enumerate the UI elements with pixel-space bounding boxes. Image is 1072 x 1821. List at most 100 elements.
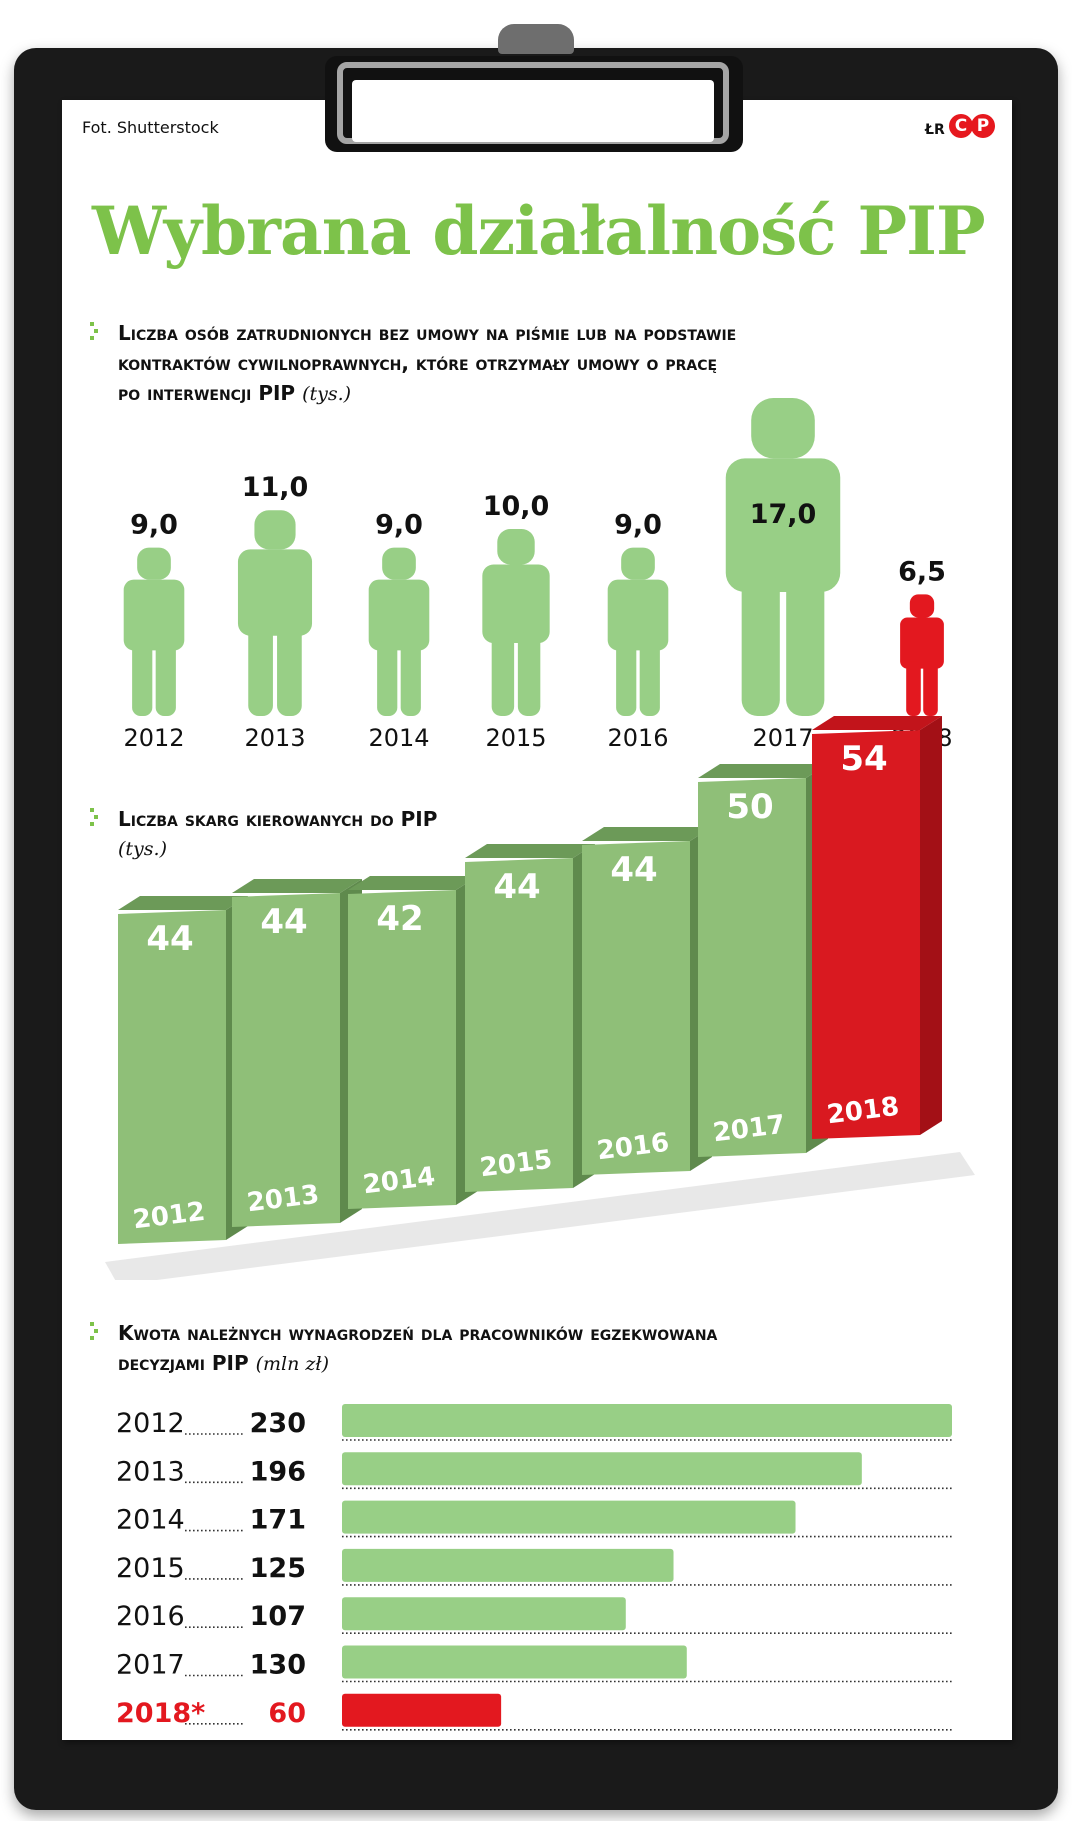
- section-1-title-line: po interwencji PIP: [118, 381, 296, 405]
- section-bullet-3: [90, 1322, 98, 1340]
- person-head: [382, 547, 416, 580]
- person-torso: [237, 549, 313, 636]
- person-torso: [482, 564, 550, 644]
- block-value-label: 44: [146, 919, 193, 959]
- section-3-title-line: decyzjami PIP: [118, 1351, 249, 1375]
- person-year-label: 2013: [244, 724, 305, 752]
- person-leg: [377, 640, 398, 716]
- block-top: [812, 716, 942, 730]
- section-1-heading: Liczba osób zatrudnionych bez umowy na p…: [118, 318, 736, 409]
- wage-bar: [342, 1404, 952, 1437]
- person-icon: [607, 547, 669, 716]
- person-torso: [725, 458, 841, 592]
- wage-bar: [342, 1500, 796, 1534]
- block-top: [232, 879, 362, 893]
- wage-year-label: 2012: [116, 1408, 185, 1439]
- complaints-chart: 4420124420134220144420154420165020175420…: [105, 716, 975, 1280]
- person-head: [909, 594, 935, 618]
- wages-chart: 2012 230 2013 196 2014 171 2015 125 2016 107 2017 1…: [116, 1404, 952, 1731]
- block-value-label: 44: [610, 850, 657, 890]
- person-head: [497, 528, 535, 565]
- person-leg: [155, 640, 176, 716]
- block-value-label: 54: [840, 739, 887, 779]
- person-value-label: 17,0: [750, 499, 817, 530]
- block-front: [348, 890, 456, 1209]
- block-front: [812, 730, 920, 1139]
- block-front: [232, 893, 340, 1227]
- block-top: [582, 827, 712, 841]
- person-head: [621, 547, 655, 580]
- wage-bar: [342, 1645, 687, 1679]
- wage-value-label: 230: [250, 1408, 306, 1439]
- block-top: [698, 764, 828, 778]
- photo-credit: Fot. Shutterstock: [82, 118, 219, 137]
- person-leg: [277, 623, 302, 716]
- wage-value-label: 60: [268, 1698, 306, 1729]
- block-front: [582, 841, 690, 1175]
- block-top: [465, 844, 595, 858]
- wage-bar: [342, 1548, 674, 1582]
- person-torso: [123, 579, 185, 651]
- person-icon: [237, 510, 313, 716]
- block-front: [465, 858, 573, 1192]
- complaint-block: [812, 716, 942, 1139]
- wage-bar: [342, 1597, 626, 1631]
- wage-year-label: 2013: [116, 1456, 185, 1487]
- wage-year-label: 2016: [116, 1601, 185, 1632]
- person-leg: [132, 640, 153, 716]
- person-leg: [400, 640, 421, 716]
- person-icon: [368, 547, 430, 716]
- section-bullet-2: [90, 808, 98, 826]
- clip-hinge: [498, 24, 574, 54]
- block-front: [118, 910, 226, 1244]
- section-2-title-line: Liczba skarg kierowanych do PIP: [118, 807, 438, 831]
- author-initials: ŁR: [925, 122, 945, 138]
- wage-bar: [342, 1452, 862, 1486]
- person-leg: [741, 572, 780, 716]
- person-value-label: 11,0: [242, 472, 309, 503]
- section-3-title-line: Kwota należnych wynagrodzeń dla pracowni…: [118, 1321, 718, 1345]
- person-leg: [639, 640, 660, 716]
- person-year-label: 2015: [485, 724, 546, 752]
- block-front: [698, 778, 806, 1157]
- page-title: Wybrana działalność PIP: [92, 192, 986, 270]
- wage-year-label: 2017: [116, 1650, 185, 1681]
- wage-value-label: 125: [250, 1553, 306, 1584]
- block-value-label: 50: [726, 787, 773, 827]
- person-head: [254, 510, 296, 550]
- blocks-shadow: [105, 1152, 975, 1280]
- person-year-label: 2012: [123, 724, 184, 752]
- section-3-unit: (mln zł): [255, 1353, 329, 1375]
- wage-value-label: 171: [250, 1505, 306, 1536]
- brand-mark: ŁR C P: [925, 113, 995, 141]
- people-chart: 9,0 2012 11,0 2013 9,0 2014 10,0 2015 9,0 2016 17,…: [123, 398, 953, 752]
- section-1-title-line: kontraktów cywilnoprawnych, które otrzym…: [118, 351, 718, 375]
- wage-value-label: 107: [250, 1601, 306, 1632]
- block-top: [118, 896, 248, 910]
- block-side: [920, 716, 942, 1135]
- section-2-unit: (tys.): [118, 838, 167, 860]
- person-torso: [368, 579, 430, 651]
- section-2-heading: Liczba skarg kierowanych do PIP (tys.): [118, 804, 437, 864]
- wage-value-label: 196: [250, 1456, 306, 1487]
- block-value-label: 42: [376, 899, 423, 939]
- person-leg: [786, 572, 825, 716]
- wage-year-label: 2018*: [116, 1698, 205, 1729]
- person-value-label: 6,5: [898, 556, 946, 587]
- person-year-label: 2017: [752, 724, 813, 752]
- person-leg: [491, 631, 515, 716]
- person-leg: [616, 640, 637, 716]
- person-value-label: 9,0: [614, 510, 662, 541]
- person-head: [137, 547, 171, 580]
- section-1-unit: (tys.): [302, 383, 352, 405]
- person-icon: [482, 528, 550, 716]
- person-icon: [900, 594, 944, 716]
- block-value-label: 44: [260, 902, 307, 942]
- logo-circle-c: C: [949, 114, 973, 138]
- person-icon: [123, 547, 185, 716]
- wage-value-label: 130: [250, 1650, 306, 1681]
- person-value-label: 9,0: [130, 510, 178, 541]
- person-value-label: 10,0: [483, 491, 550, 522]
- logo-circle-p: P: [971, 114, 995, 138]
- person-leg: [923, 661, 938, 716]
